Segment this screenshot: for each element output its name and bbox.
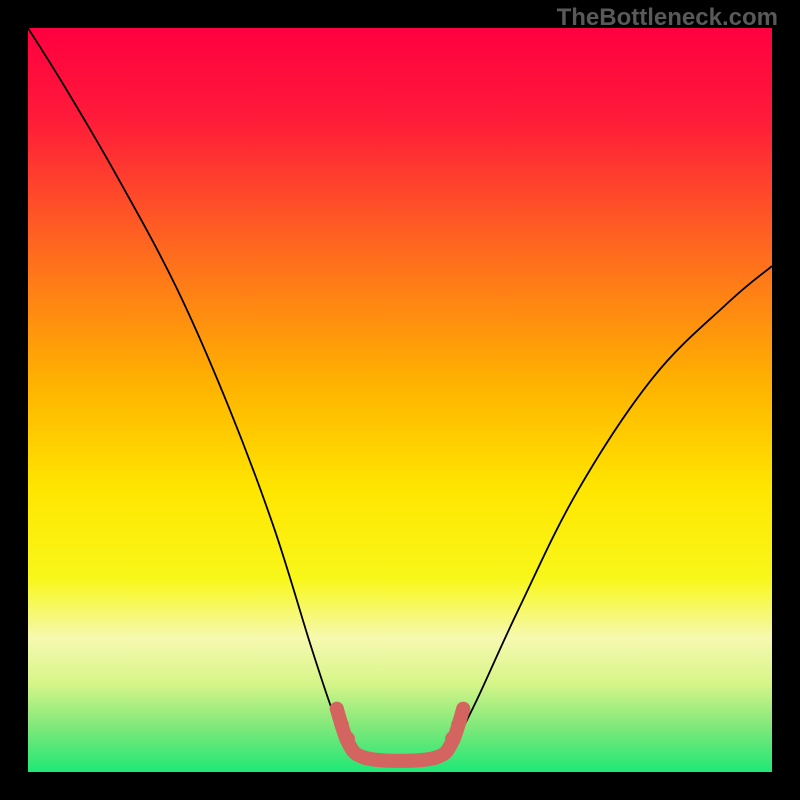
watermark-text: TheBottleneck.com [557,4,778,32]
valley-dot-right-2 [456,702,470,716]
valley-dot-left-2 [341,732,355,746]
curve-left-branch [28,28,363,761]
curve-valley-overlay [337,709,463,761]
plot-area [28,28,772,772]
valley-dot-left-1 [335,718,349,732]
curve-right-branch [437,266,772,761]
valley-dot-right-0 [445,732,459,746]
valley-dot-left-0 [330,702,344,716]
curve-svg [28,28,772,772]
valley-dot-right-1 [451,718,465,732]
